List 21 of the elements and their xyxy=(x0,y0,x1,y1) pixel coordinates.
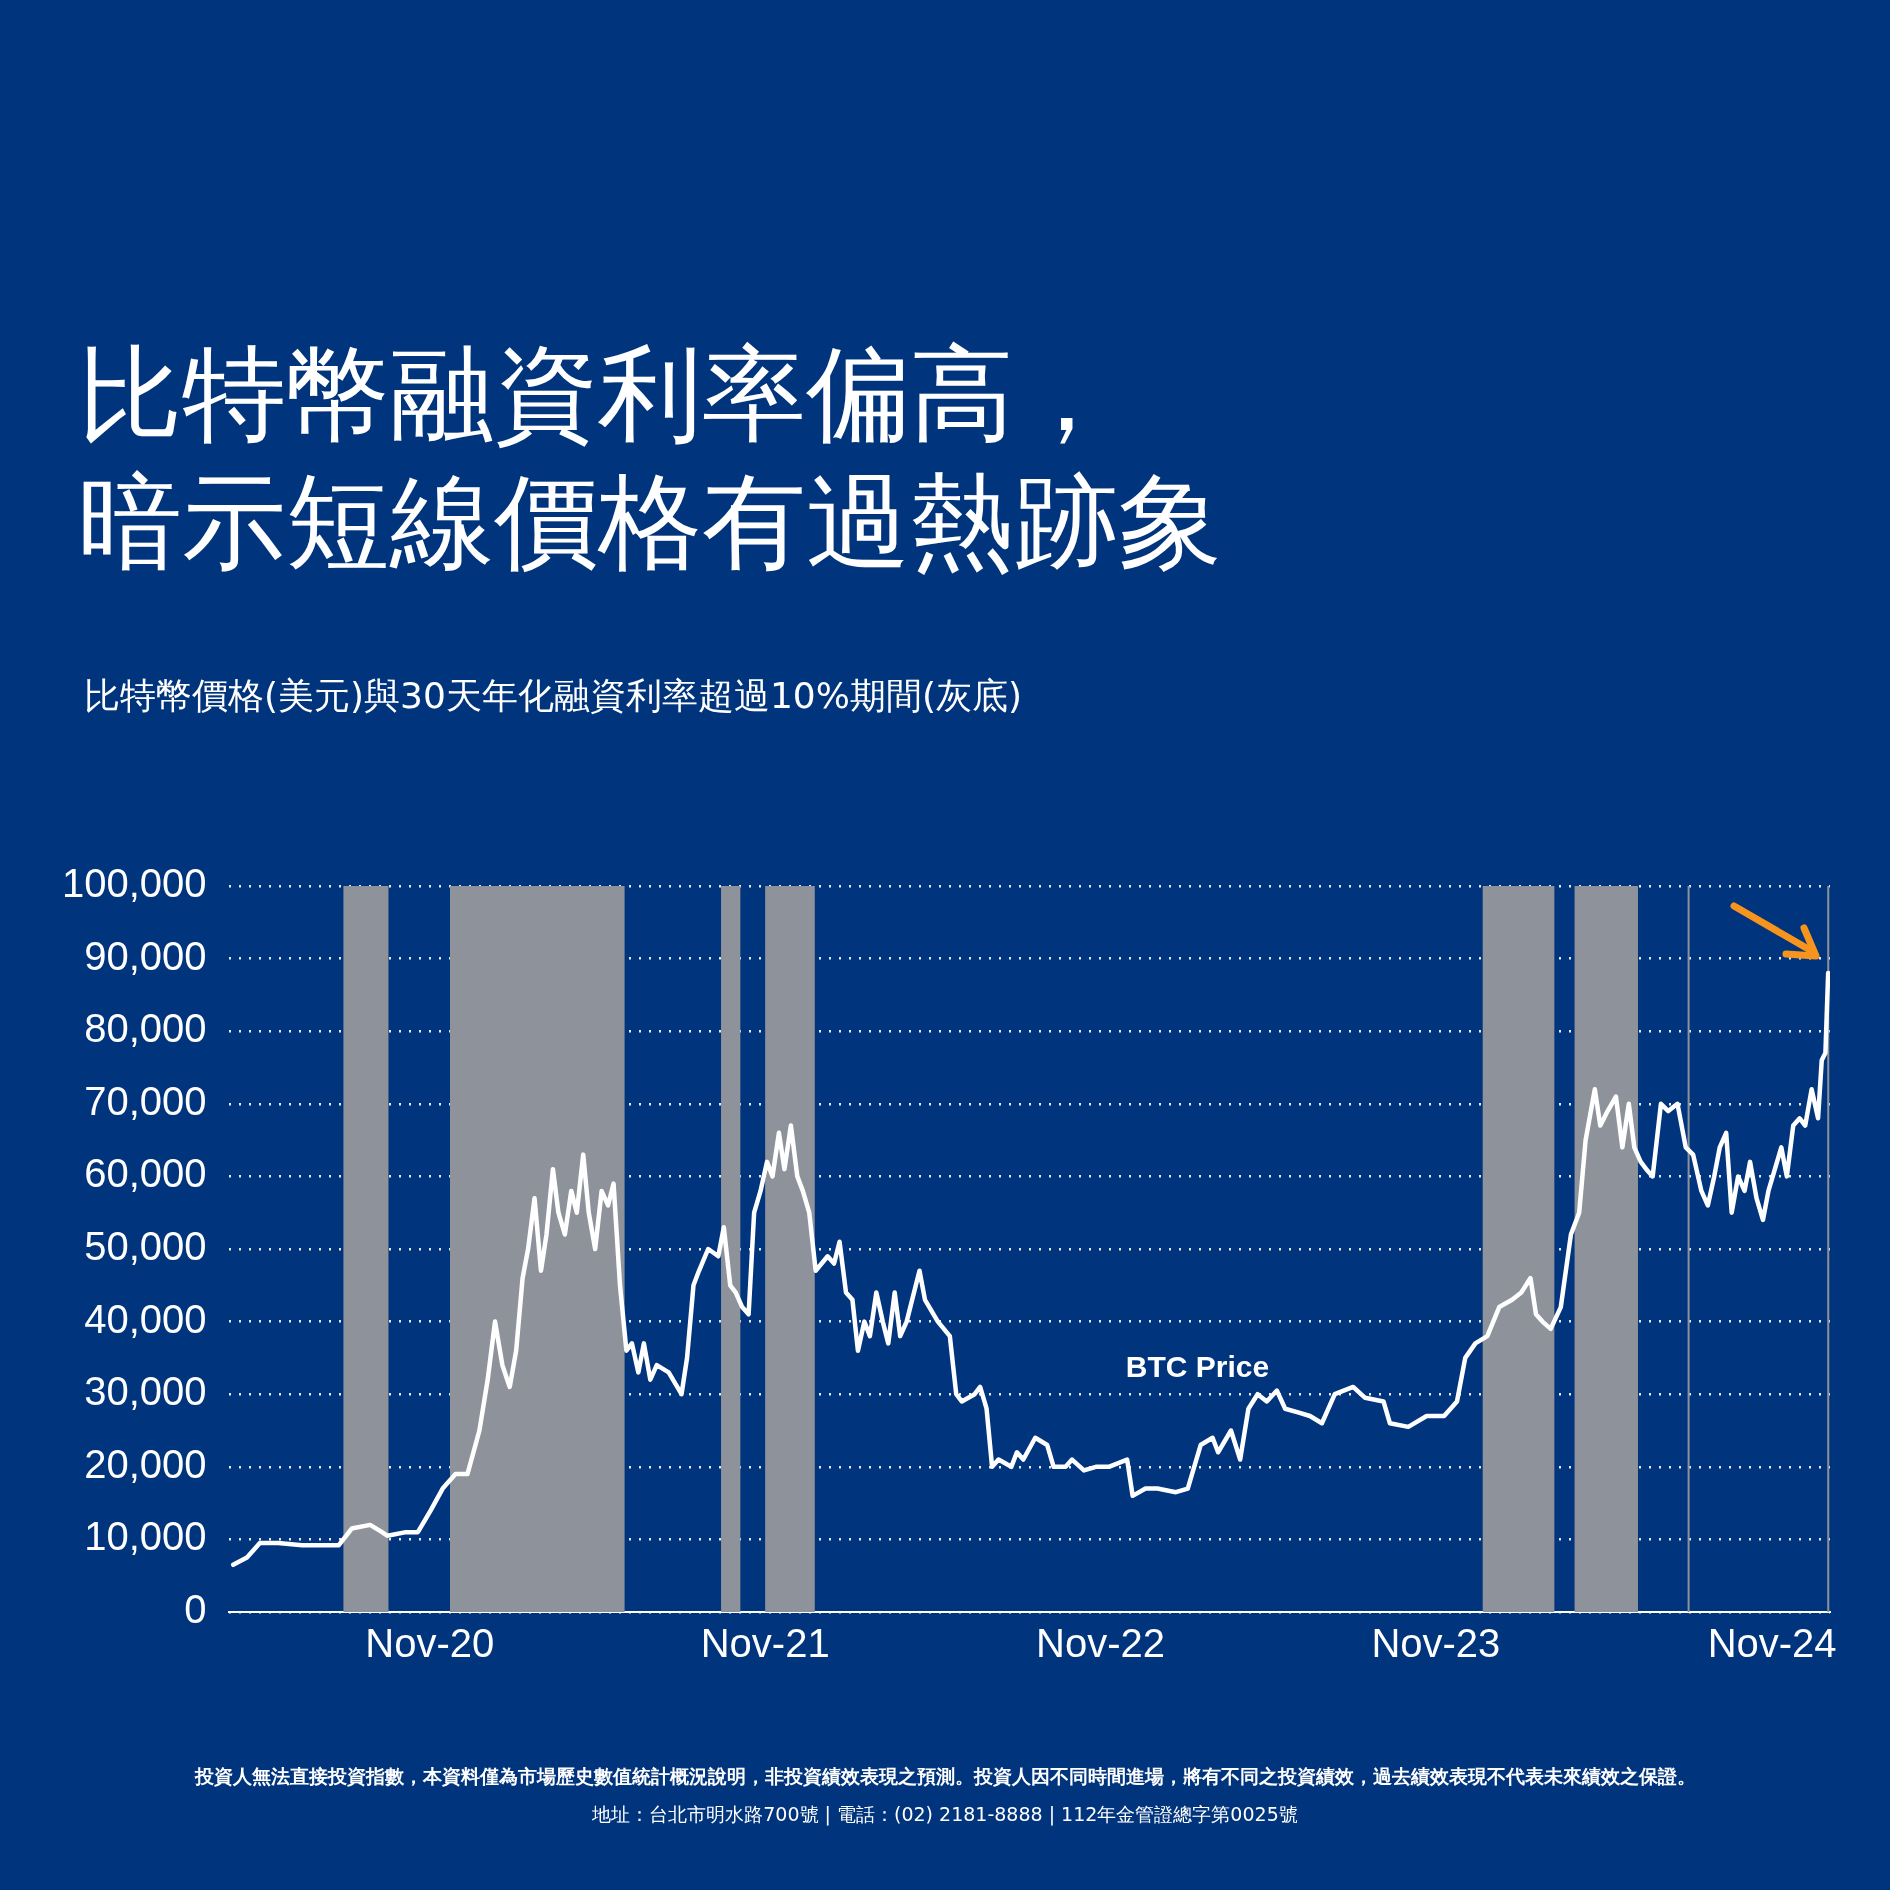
y-tick-label: 80,000 xyxy=(84,1006,207,1051)
x-tick-label: Nov-20 xyxy=(365,1621,495,1666)
y-tick-label: 0 xyxy=(184,1587,207,1632)
y-tick-label: 100,000 xyxy=(62,861,207,906)
y-tick-label: 90,000 xyxy=(84,933,207,978)
y-tick-label: 60,000 xyxy=(84,1151,207,1196)
x-tick-label: Nov-22 xyxy=(1036,1621,1165,1666)
y-tick-label: 50,000 xyxy=(84,1224,207,1269)
text: 地址：台北市明水路700號 | 電話：(02) 2181-8888 | 112年金管證總字第0025號 xyxy=(591,1802,1299,1828)
y-tick-label: 10,000 xyxy=(84,1514,207,1559)
y-tick-label: 70,000 xyxy=(84,1078,207,1123)
x-tick-label: Nov-23 xyxy=(1371,1621,1501,1666)
text: 投資人無法直接投資指數，本資料僅為市場歷史數值統計概況說明，非投資績效表現之預測。投資人因不同時間進場，將有不同之投資績效，過去績效表現不代表未來績效之保證。 xyxy=(193,1764,1697,1789)
chart-subtitle: 比特幣價格(美元)與30天年化融資利率超過10%期間(灰底) xyxy=(84,674,1023,718)
x-tick-label: Nov-24 xyxy=(1707,1621,1837,1666)
y-tick-label: 20,000 xyxy=(84,1441,207,1486)
y-tick-label: 30,000 xyxy=(84,1369,207,1414)
chart-title: 比特幣融資利率偏高，暗示短線價格有過熱跡象 xyxy=(78,333,1222,583)
y-tick-label: 40,000 xyxy=(84,1296,207,1341)
x-tick-label: Nov-21 xyxy=(700,1621,830,1666)
series-label: BTC Price xyxy=(1125,1350,1270,1384)
